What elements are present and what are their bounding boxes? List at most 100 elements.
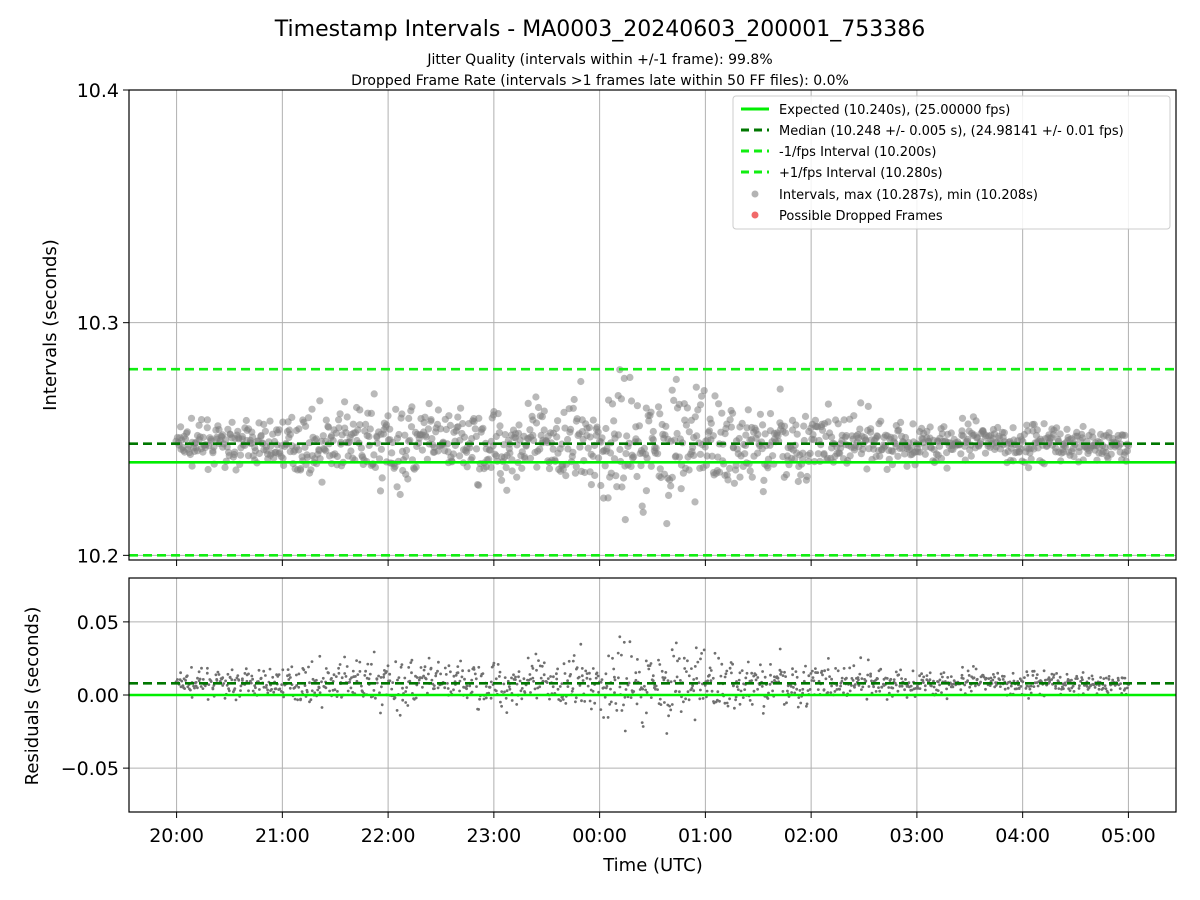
residual-point [741,696,745,699]
interval-point [846,452,854,460]
residual-point [500,704,503,708]
residual-point [449,690,453,694]
residual-point [746,660,750,664]
interval-point [356,421,364,429]
residual-point [867,685,871,688]
interval-point [475,481,483,489]
residual-point [424,677,428,681]
residual-point [251,677,255,681]
interval-point [766,410,775,418]
residual-point [685,670,688,673]
residual-point [709,669,713,672]
residual-point [769,663,772,666]
residual-point [427,672,430,676]
interval-point [498,476,506,484]
interval-point [683,404,692,412]
interval-point [618,483,626,491]
interval-point [714,453,722,461]
residual-point [850,684,853,687]
interval-point [732,461,740,469]
residual-point [860,677,864,680]
residual-point [593,701,597,705]
residual-point [247,689,250,693]
interval-point [454,413,462,421]
residual-point [584,669,588,673]
residual-point [694,646,698,650]
residual-point [337,666,340,670]
residual-point [382,673,386,676]
interval-point [342,429,350,437]
residual-point [802,670,806,674]
residuals-reference-lines [129,681,1176,697]
residual-point [738,702,742,706]
interval-point [421,413,429,421]
residual-point [295,673,298,677]
residual-point [578,684,582,687]
interval-point [1023,421,1031,429]
residual-point [811,676,815,679]
residual-point [910,688,914,692]
interval-point [705,427,714,435]
interval-point [204,465,212,474]
residual-point [366,662,370,666]
residual-point [422,674,425,678]
residual-point [662,678,666,682]
residual-point [830,677,833,681]
residual-point [791,673,794,677]
residual-point [386,664,390,668]
residual-point [185,674,189,678]
residual-point [710,689,714,693]
residual-point [274,687,278,691]
residual-point [579,642,583,646]
interval-point [791,455,799,463]
residual-point [625,677,629,680]
residual-point [733,706,736,710]
residual-point [1126,686,1129,690]
residual-point [264,686,268,689]
residual-point [209,680,213,683]
residual-point [247,672,250,676]
interval-point [560,408,568,416]
residual-point [932,679,935,683]
interval-point [405,414,413,422]
legend-marker-dropped [751,211,759,219]
residual-point [356,673,360,676]
interval-point [794,477,802,486]
interval-point [608,400,617,408]
residual-point [399,665,403,669]
residual-point [620,653,623,657]
residual-point [820,669,824,673]
residual-point [821,673,824,677]
residual-point [349,686,353,690]
residual-point [872,685,875,689]
interval-point [727,423,736,431]
interval-point [622,450,630,458]
residual-point [668,704,671,708]
x-axis-label: Time (UTC) [602,855,703,876]
residual-point [414,696,418,700]
residual-point [184,679,188,682]
interval-point [780,422,789,430]
interval-point [613,483,621,491]
interval-point [301,443,309,451]
residual-point [699,657,702,661]
residual-point [460,675,464,679]
residual-point [712,701,716,705]
interval-point [494,410,502,418]
residual-point [355,679,359,683]
interval-point [726,416,734,424]
residual-point [526,656,530,660]
residual-point [1023,676,1026,679]
interval-point [701,443,709,451]
residual-point [230,668,234,672]
residual-point [239,684,243,688]
residual-point [264,674,267,677]
residual-point [744,676,748,680]
residual-point [348,680,351,684]
interval-point [824,400,833,408]
interval-point [366,425,374,433]
interval-point [533,463,541,471]
residual-point [898,684,902,688]
residual-point [241,679,244,682]
residual-point [649,696,653,699]
